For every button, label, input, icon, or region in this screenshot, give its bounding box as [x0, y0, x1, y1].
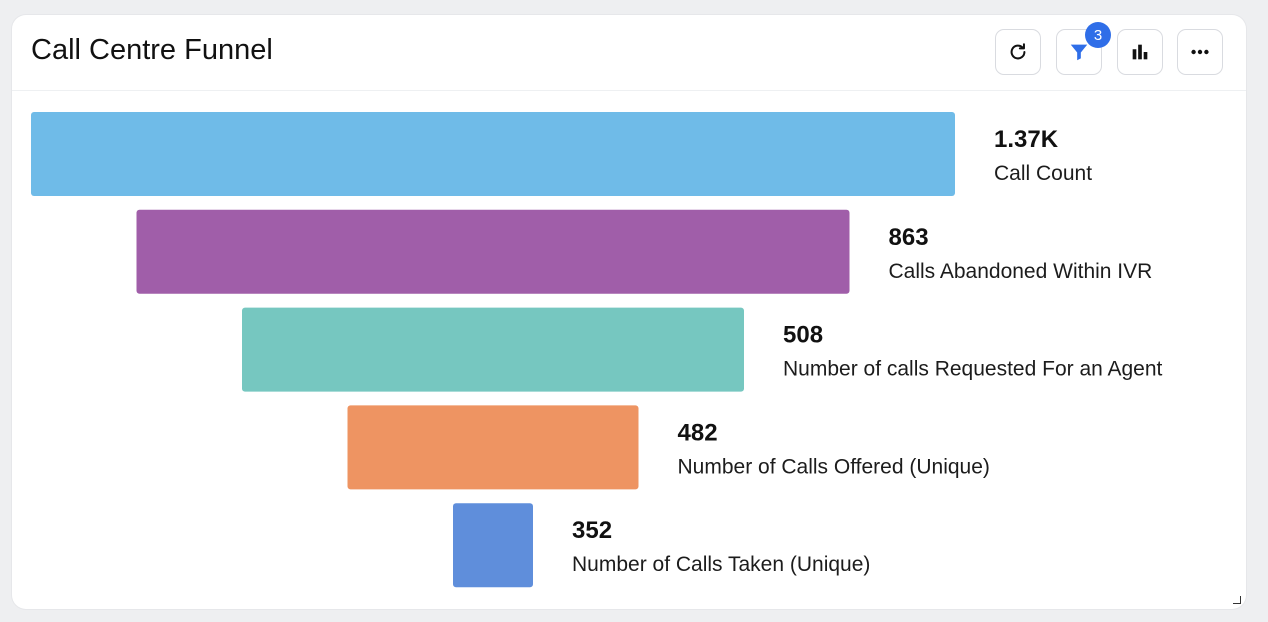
funnel-stage-label-4: Number of Calls Offered (Unique)	[678, 455, 990, 478]
widget-header: Call Centre Funnel 3	[12, 15, 1246, 91]
funnel-stage-label-2: Calls Abandoned Within IVR	[889, 260, 1153, 283]
funnel-bar-1[interactable]	[31, 112, 955, 196]
funnel-value-label-5: 352	[572, 517, 612, 544]
bar-chart-icon	[1132, 44, 1148, 60]
chart-type-button[interactable]	[1117, 29, 1163, 75]
funnel-widget-card: Call Centre Funnel 3	[12, 15, 1246, 609]
funnel-value-label-1: 1.37K	[994, 126, 1059, 153]
funnel-value-label-3: 508	[783, 322, 823, 349]
funnel-bar-2[interactable]	[136, 209, 850, 294]
filter-count-badge: 3	[1085, 22, 1111, 48]
funnel-chart: 1.37K Call Count 863 Calls Abandoned Within…	[31, 112, 1163, 588]
funnel-stage-label-3: Number of calls Requested For an Agent	[783, 358, 1163, 381]
funnel-bar-3[interactable]	[242, 307, 744, 392]
funnel-value-label-2: 863	[889, 224, 929, 251]
more-options-button[interactable]	[1177, 29, 1223, 75]
filter-icon	[1070, 44, 1088, 61]
widget-title: Call Centre Funnel	[31, 34, 273, 66]
resize-handle-icon[interactable]	[1233, 596, 1241, 604]
funnel-bar-4[interactable]	[347, 405, 639, 490]
funnel-value-label-4: 482	[678, 419, 718, 446]
filter-button[interactable]: 3	[1056, 22, 1111, 75]
funnel-stage-label-5: Number of Calls Taken (Unique)	[572, 553, 870, 576]
more-icon	[1191, 49, 1209, 55]
refresh-icon	[1010, 43, 1026, 60]
funnel-bar-5[interactable]	[453, 503, 533, 588]
refresh-button[interactable]	[995, 29, 1041, 75]
funnel-stage-label-1: Call Count	[994, 162, 1092, 185]
